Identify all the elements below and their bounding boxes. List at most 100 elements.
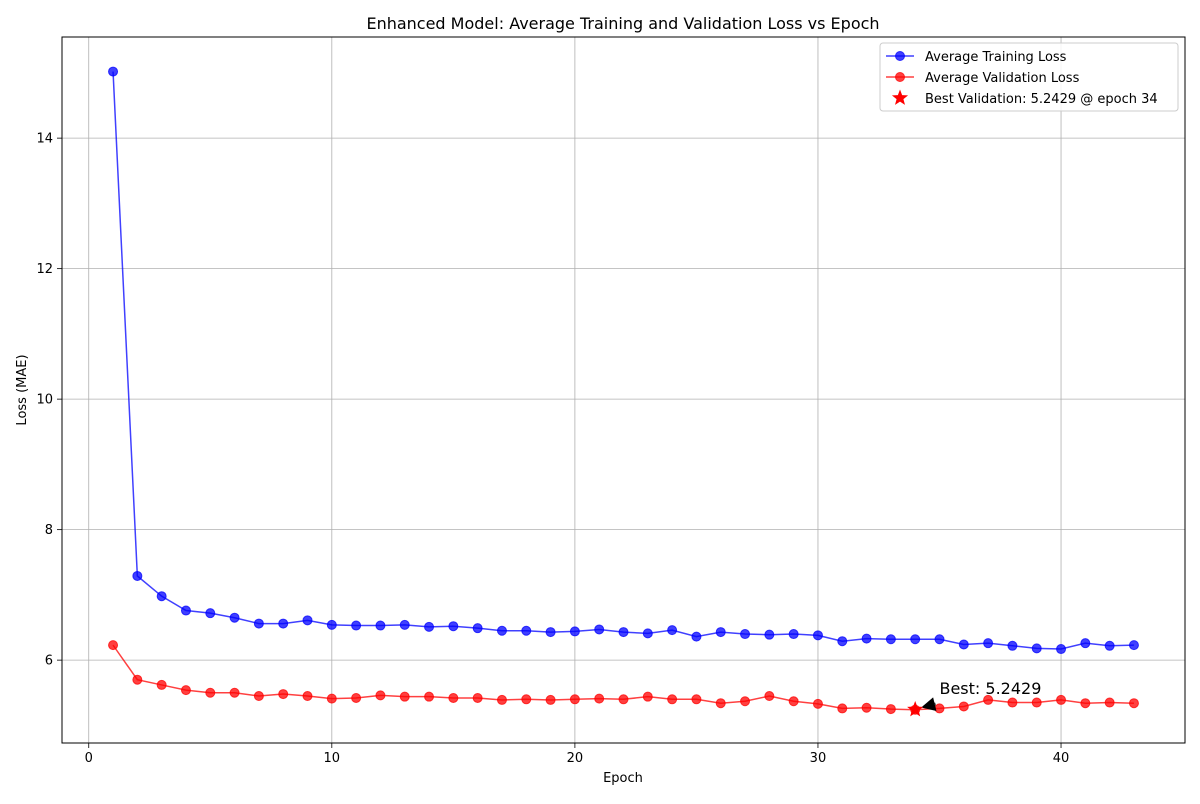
legend-validation-label: Average Validation Loss [925,71,1080,86]
validation-loss-point [1105,698,1114,707]
validation-loss-point [157,680,166,689]
training-loss-point [886,635,895,644]
legend-best-label: Best Validation: 5.2429 @ epoch 34 [925,92,1158,107]
validation-loss-point [1129,699,1138,708]
training-loss-point [1105,641,1114,650]
validation-loss-point [643,692,652,701]
validation-loss-point [546,695,555,704]
training-loss-point [741,630,750,639]
training-loss-point [303,616,312,625]
training-loss-point [911,635,920,644]
legend-training-label: Average Training Loss [925,50,1067,65]
y-tick-label: 12 [36,262,53,277]
validation-loss-point [303,692,312,701]
validation-loss-point [279,690,288,699]
validation-loss-point [692,695,701,704]
x-axis-label: Epoch [603,771,643,786]
y-axis-label: Loss (MAE) [15,354,30,425]
training-loss-point [181,606,190,615]
validation-loss-point [1008,698,1017,707]
validation-loss-point [886,705,895,714]
training-loss-point [668,626,677,635]
y-tick-label: 14 [36,132,53,147]
training-loss-point [157,592,166,601]
validation-loss-point [595,694,604,703]
training-loss-point [497,626,506,635]
chart-title: Enhanced Model: Average Training and Val… [366,14,879,33]
training-loss-point [619,628,628,637]
training-loss-point [1081,639,1090,648]
best-annotation-label: Best: 5.2429 [939,679,1041,698]
training-loss-point [425,622,434,631]
training-loss-point [1008,641,1017,650]
training-loss-point [570,627,579,636]
training-loss-point [1129,641,1138,650]
validation-loss-point [400,692,409,701]
training-loss-point [352,621,361,630]
training-loss-point [765,630,774,639]
y-tick-label: 10 [36,393,53,408]
training-loss-point [935,635,944,644]
training-loss-point [206,609,215,618]
validation-loss-point [327,694,336,703]
validation-loss-point [570,695,579,704]
validation-loss-point [133,675,142,684]
validation-loss-point [376,691,385,700]
training-loss-point [716,628,725,637]
validation-loss-point [352,693,361,702]
y-tick-label: 8 [45,523,53,538]
validation-loss-point [473,693,482,702]
validation-loss-point [206,688,215,697]
validation-loss-point [716,699,725,708]
validation-loss-point [497,695,506,704]
legend-training-marker [896,52,905,61]
training-loss-point [546,628,555,637]
training-loss-point [813,631,822,640]
training-loss-point [133,571,142,580]
chart-legend: Average Training Loss Average Validation… [880,43,1178,111]
validation-loss-point [862,703,871,712]
training-loss-point [789,630,798,639]
training-loss-point [959,640,968,649]
validation-loss-point [765,692,774,701]
validation-loss-point [181,686,190,695]
training-loss-point [1032,644,1041,653]
validation-loss-point [425,692,434,701]
training-loss-point [327,620,336,629]
validation-loss-point [1057,695,1066,704]
validation-loss-point [1081,699,1090,708]
training-loss-point [984,639,993,648]
training-loss-point [862,634,871,643]
legend-validation-marker [896,73,905,82]
x-tick-label: 20 [567,751,584,766]
training-loss-point [400,620,409,629]
validation-loss-point [254,692,263,701]
training-loss-point [449,622,458,631]
validation-loss-point [959,702,968,711]
training-loss-point [279,619,288,628]
validation-loss-point [109,641,118,650]
training-loss-point [254,619,263,628]
training-loss-point [692,632,701,641]
x-tick-label: 0 [85,751,93,766]
y-tick-label: 6 [45,654,53,669]
validation-loss-point [1032,698,1041,707]
training-loss-point [838,637,847,646]
validation-loss-point [449,693,458,702]
training-loss-point [595,625,604,634]
validation-loss-point [813,699,822,708]
x-tick-label: 30 [810,751,827,766]
validation-loss-point [741,697,750,706]
training-loss-point [230,613,239,622]
validation-loss-point [789,697,798,706]
training-loss-point [643,629,652,638]
training-loss-point [522,626,531,635]
training-loss-point [1057,645,1066,654]
x-tick-label: 40 [1053,751,1070,766]
training-loss-point [376,621,385,630]
validation-loss-point [230,688,239,697]
training-loss-point [109,67,118,76]
validation-loss-point [935,704,944,713]
